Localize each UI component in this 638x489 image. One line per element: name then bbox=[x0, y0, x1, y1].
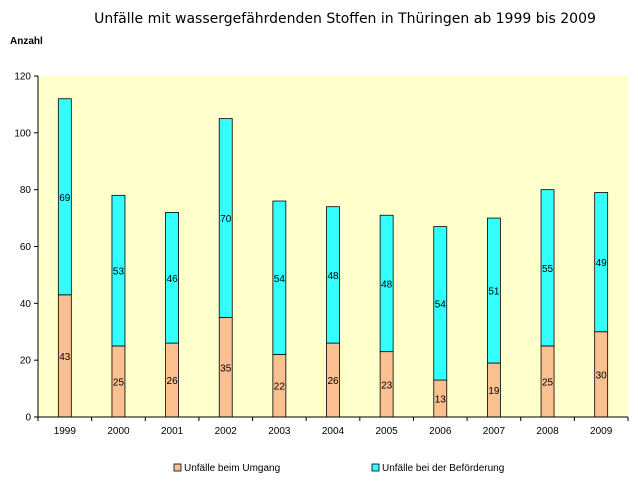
x-tick-label: 2008 bbox=[536, 426, 559, 437]
data-label: 30 bbox=[596, 370, 608, 381]
x-tick-label: 2000 bbox=[107, 426, 130, 437]
data-label: 69 bbox=[59, 193, 71, 204]
x-tick-label: 2005 bbox=[376, 426, 399, 437]
data-label: 43 bbox=[59, 352, 71, 363]
data-label: 53 bbox=[113, 267, 125, 278]
bars: 43 69 25 53 26 46 35 70 22 54 26 48 23 48 13 54 19 51 25 55… bbox=[57, 98, 609, 418]
y-axis-label: Anzahl bbox=[10, 36, 43, 47]
x-tick-label: 2001 bbox=[161, 426, 184, 437]
x-tick-label: 2009 bbox=[590, 426, 613, 437]
x-tick-label: 1999 bbox=[54, 426, 77, 437]
legend-label: Unfälle beim Umgang bbox=[184, 463, 280, 474]
data-label: 26 bbox=[327, 376, 339, 387]
y-tick-label: 120 bbox=[14, 72, 31, 83]
data-label: 23 bbox=[381, 380, 393, 391]
bar-segment bbox=[540, 189, 555, 347]
data-label: 22 bbox=[274, 382, 286, 393]
data-label: 70 bbox=[220, 214, 232, 225]
data-label: 35 bbox=[220, 363, 232, 374]
bar-segment bbox=[165, 211, 179, 344]
legend: Unfälle beim Umgang Unfälle bei der Beför… bbox=[173, 463, 504, 474]
bar-segment bbox=[218, 118, 233, 318]
bar-segment bbox=[379, 214, 394, 353]
data-label: 49 bbox=[596, 258, 608, 269]
data-label: 25 bbox=[542, 377, 554, 388]
y-tick-label: 60 bbox=[20, 242, 32, 253]
x-axis-ticks: 1999 2000 2001 2002 2003 2004 2005 2006 2007 2008… bbox=[37, 417, 629, 437]
bar-segment bbox=[111, 194, 126, 347]
bar-segment bbox=[57, 98, 72, 296]
data-label: 19 bbox=[488, 386, 500, 397]
axes bbox=[37, 76, 628, 418]
bar-segment bbox=[326, 206, 340, 344]
data-label: 54 bbox=[274, 274, 286, 285]
y-axis-ticks: 0 20 40 60 80 100 120 bbox=[14, 72, 38, 424]
y-tick-label: 40 bbox=[20, 299, 32, 310]
y-tick-label: 0 bbox=[25, 413, 31, 424]
y-tick-label: 80 bbox=[20, 185, 32, 196]
data-label: 25 bbox=[113, 377, 125, 388]
data-label: 48 bbox=[381, 279, 393, 290]
data-label: 26 bbox=[167, 376, 179, 387]
x-tick-label: 2003 bbox=[268, 426, 291, 437]
x-tick-label: 2002 bbox=[215, 426, 238, 437]
data-label: 51 bbox=[488, 287, 500, 298]
bar-segment bbox=[487, 217, 501, 364]
legend-swatch bbox=[371, 463, 380, 472]
x-tick-label: 2007 bbox=[483, 426, 506, 437]
bar-segment bbox=[594, 192, 609, 333]
legend-label: Unfälle bei der Beförderung bbox=[382, 463, 504, 474]
bar-segment bbox=[433, 226, 448, 381]
y-tick-label: 100 bbox=[14, 128, 31, 139]
data-label: 13 bbox=[435, 395, 447, 406]
legend-swatch bbox=[173, 463, 182, 472]
chart-title: Unfälle mit wassergefährdenden Stoffen i… bbox=[94, 11, 596, 27]
data-label: 46 bbox=[167, 274, 179, 285]
data-label: 48 bbox=[327, 271, 339, 282]
bar-segment bbox=[272, 200, 287, 355]
y-tick-label: 20 bbox=[20, 356, 32, 367]
x-tick-label: 2004 bbox=[322, 426, 345, 437]
x-tick-label: 2006 bbox=[429, 426, 452, 437]
data-label: 55 bbox=[542, 264, 554, 275]
data-label: 54 bbox=[435, 299, 447, 310]
